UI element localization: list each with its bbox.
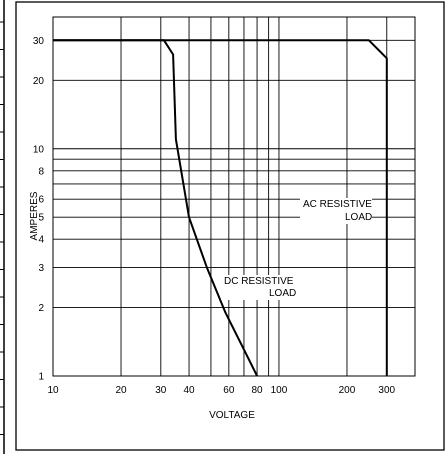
chart-frame	[15, 1, 445, 451]
y-tick-label-2: 2	[38, 303, 44, 314]
x-tick-label-100: 100	[271, 385, 288, 396]
series-layer	[53, 39, 388, 377]
y-axis-label: AMPERES	[29, 191, 40, 240]
y-tick-label-5: 5	[38, 213, 44, 224]
y-tick-label-3: 3	[38, 263, 44, 274]
y-tick-label-8: 8	[38, 166, 44, 177]
x-tick-label-60: 60	[223, 385, 235, 396]
dc-annotation-line2: LOAD	[269, 288, 296, 299]
left-edge-ticks	[0, 21, 4, 435]
y-tick-label-10: 10	[33, 144, 45, 155]
y-tick-label-1: 1	[38, 372, 44, 383]
ac-annotation-line2: LOAD	[345, 212, 372, 223]
plot-area	[52, 16, 416, 377]
x-tick-label-80: 80	[251, 385, 263, 396]
dc-annotation-line1: DC RESISTIVE	[224, 276, 294, 287]
y-tick-label-6: 6	[38, 195, 44, 206]
x-tick-label-20: 20	[115, 385, 127, 396]
grid	[52, 17, 415, 377]
ac-resistive-load-line	[53, 39, 388, 376]
ac-label-background	[300, 198, 372, 224]
x-axis-label: VOLTAGE	[209, 410, 255, 421]
x-tick-label-300: 300	[378, 385, 395, 396]
ac-annotation-line1: AC RESISTIVE	[303, 199, 372, 210]
x-tick-label-200: 200	[339, 385, 356, 396]
x-tick-label-30: 30	[155, 385, 167, 396]
dc-label-background	[221, 275, 301, 300]
y-tick-label-30: 30	[33, 36, 45, 47]
y-tick-labels: 1 2 3 4 5 6 8 10 20 30	[33, 36, 45, 383]
x-tick-label-10: 10	[47, 385, 59, 396]
y-tick-label-4: 4	[38, 235, 44, 246]
y-tick-label-20: 20	[33, 76, 45, 87]
dc-resistive-load-line	[53, 39, 258, 377]
x-tick-label-40: 40	[183, 385, 195, 396]
x-tick-labels: 10 20 30 40 60 80 100 200 300	[47, 385, 395, 396]
